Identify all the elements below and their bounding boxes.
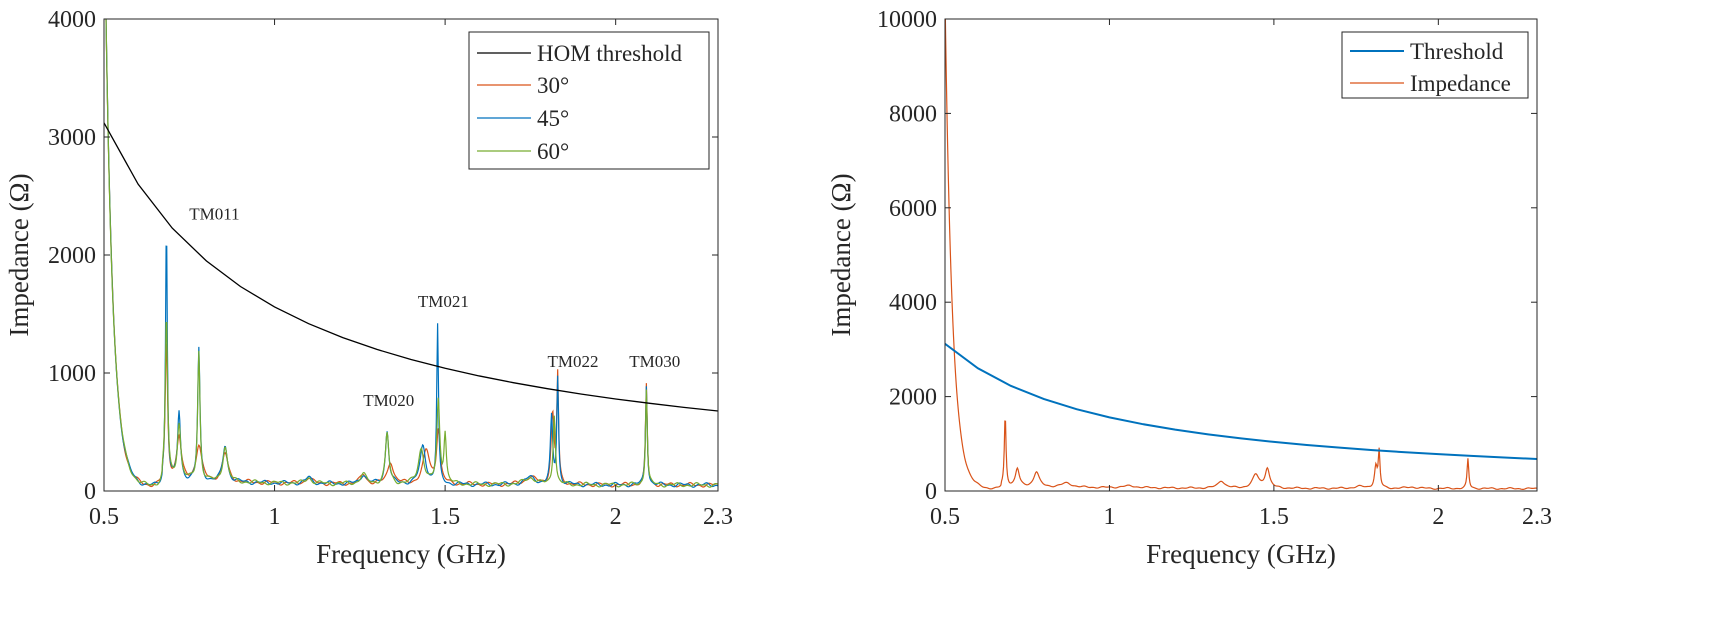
right-x-tick-label: 1.5 bbox=[1259, 504, 1289, 530]
right-threshold-line bbox=[945, 342, 1537, 460]
right-axes-box bbox=[944, 18, 1538, 492]
right-y-tick-label: 8000 bbox=[889, 101, 937, 127]
legend-label-60: 60° bbox=[537, 139, 569, 164]
left-threshold-line bbox=[104, 122, 718, 412]
left-y-tick-label: 2000 bbox=[48, 243, 96, 269]
left-y-tick-label: 1000 bbox=[48, 361, 96, 387]
left-chart-panel: 0.5 1 1.5 2 2.3 0 1000 2000 3000 4000 Frequency (… bbox=[4, 7, 733, 569]
left-x-axis-label: Frequency (GHz) bbox=[316, 539, 506, 569]
left-y-axis-label: Impedance (Ω) bbox=[4, 173, 34, 336]
left-x-tick-label: 0.5 bbox=[89, 504, 119, 530]
legend-label-30: 30° bbox=[537, 73, 569, 98]
left-series-group bbox=[104, 19, 718, 488]
left-legend-box bbox=[468, 31, 710, 170]
annotation-tm021: TM021 bbox=[418, 292, 469, 311]
right-x-tick-label: 0.5 bbox=[930, 504, 960, 530]
right-y-axis-label: Impedance (Ω) bbox=[826, 173, 856, 336]
right-legend: Threshold Impedance bbox=[1341, 31, 1529, 99]
legend-label-45: 45° bbox=[537, 106, 569, 131]
legend-label-impedance: Impedance bbox=[1410, 71, 1511, 96]
left-x-tick-label: 2.3 bbox=[703, 504, 733, 530]
right-x-tick-label: 1 bbox=[1103, 504, 1115, 530]
left-y-tick-label: 0 bbox=[84, 479, 96, 505]
left-y-tick-label: 4000 bbox=[48, 7, 96, 33]
left-x-tick-label: 1 bbox=[269, 504, 281, 530]
left-legend: HOM threshold 30° 45° 60° bbox=[468, 31, 710, 170]
right-y-tick-label: 6000 bbox=[889, 196, 937, 222]
annotation-tm020: TM020 bbox=[363, 391, 414, 410]
right-y-tick-label: 10000 bbox=[877, 7, 937, 33]
left-series-line-45 bbox=[105, 19, 718, 488]
annotation-tm030: TM030 bbox=[629, 352, 680, 371]
right-x-tick-label: 2.3 bbox=[1522, 504, 1552, 530]
legend-label-hom-threshold: HOM threshold bbox=[537, 41, 683, 66]
left-x-tick-label: 1.5 bbox=[430, 504, 460, 530]
right-legend-box bbox=[1341, 31, 1529, 99]
annotation-tm022: TM022 bbox=[547, 352, 598, 371]
right-y-tick-label: 0 bbox=[925, 479, 937, 505]
right-x-tick-label: 2 bbox=[1432, 504, 1444, 530]
right-axis-ticks: 0.5 1 1.5 2 2.3 0 2000 4000 6000 8000 10000 bbox=[877, 7, 1552, 530]
annotation-tm011: TM011 bbox=[189, 205, 239, 224]
left-x-tick-label: 2 bbox=[610, 504, 622, 530]
right-x-axis-label: Frequency (GHz) bbox=[1146, 539, 1336, 569]
legend-label-threshold: Threshold bbox=[1410, 39, 1504, 64]
right-chart-panel: 0.5 1 1.5 2 2.3 0 2000 4000 6000 8000 10000 Freque… bbox=[826, 7, 1552, 569]
left-axis-ticks: 0.5 1 1.5 2 2.3 0 1000 2000 3000 4000 bbox=[48, 7, 733, 530]
left-y-tick-label: 3000 bbox=[48, 125, 96, 151]
right-y-tick-label: 2000 bbox=[889, 385, 937, 411]
left-mode-annotations: TM011 TM020 TM021 TM022 TM030 bbox=[189, 205, 680, 410]
left-plot-area bbox=[104, 19, 718, 488]
right-y-tick-label: 4000 bbox=[889, 290, 937, 316]
